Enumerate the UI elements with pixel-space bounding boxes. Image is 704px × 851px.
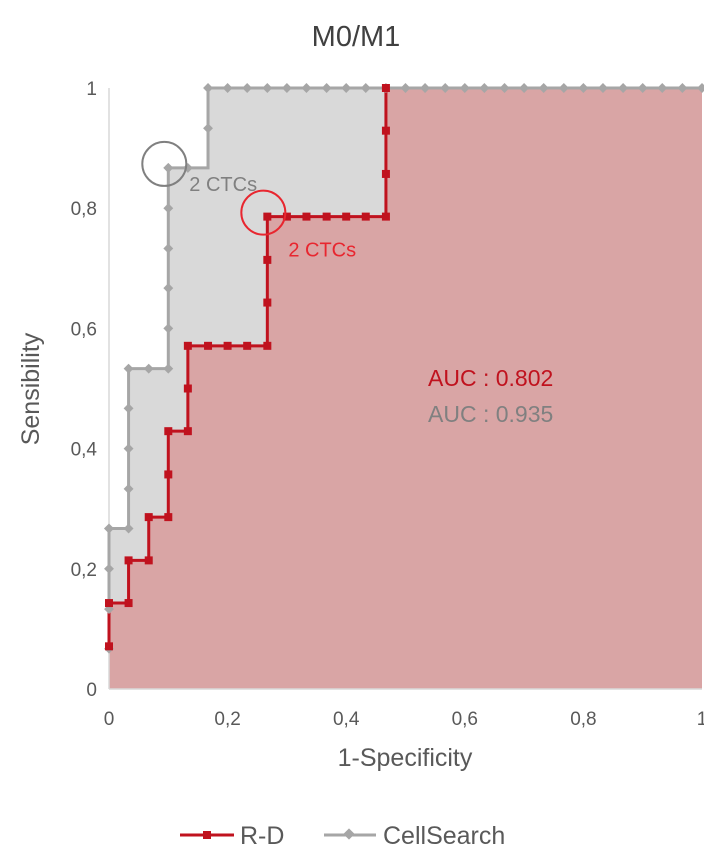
cellsearch-annotation-text: 2 CTCs <box>189 174 257 196</box>
rd-point <box>263 341 272 350</box>
rd-point <box>381 212 390 221</box>
rd-point <box>183 384 192 393</box>
x-tick-labels: 0 0,2 0,4 0,6 0,8 1 <box>104 709 704 730</box>
rd-point <box>361 212 370 221</box>
cellsearch-point <box>123 523 134 534</box>
cellsearch-point <box>618 83 629 93</box>
cellsearch-point <box>697 83 704 93</box>
rd-area <box>109 88 702 689</box>
x-tick-label: 1 <box>697 709 704 730</box>
rd-point <box>263 298 272 307</box>
cellsearch-point <box>163 203 174 214</box>
rd-point <box>381 169 390 178</box>
rd-point <box>124 556 133 565</box>
rd-point <box>322 212 331 221</box>
cellsearch-point <box>143 363 154 374</box>
cellsearch-point <box>163 363 174 374</box>
cellsearch-point <box>222 83 233 93</box>
rd-point <box>164 470 173 479</box>
cellsearch-point <box>677 83 688 93</box>
rd-point <box>342 212 351 221</box>
cellsearch-point <box>163 323 174 334</box>
cellsearch-point <box>163 243 174 254</box>
rd-point <box>204 341 213 350</box>
legend: R-D CellSearch <box>180 822 505 850</box>
cellsearch-point <box>578 83 589 93</box>
plot-area: 2 CTCs 2 CTCs <box>104 83 704 690</box>
x-tick-label: 0,6 <box>452 709 478 730</box>
rd-point <box>263 255 272 264</box>
rd-point <box>223 341 232 350</box>
legend-rd-label: R-D <box>240 822 284 850</box>
rd-point <box>243 341 252 350</box>
cellsearch-point <box>242 83 253 93</box>
cellsearch-point <box>104 563 114 574</box>
y-tick-label: 0,2 <box>71 560 97 581</box>
rd-point <box>302 212 311 221</box>
auc-cellsearch: AUC : 0.935 <box>428 401 553 427</box>
auc-rd: AUC : 0.802 <box>428 365 553 391</box>
cellsearch-annotation-circle <box>141 140 188 187</box>
rd-annotation-circle <box>240 189 287 236</box>
cellsearch-point <box>637 83 648 93</box>
y-tick-label: 1 <box>86 79 97 100</box>
auc-block: AUC : 0.802 AUC : 0.935 <box>428 365 553 427</box>
x-tick-label: 0,8 <box>570 709 596 730</box>
cellsearch-point <box>203 83 213 93</box>
rd-point <box>183 341 192 350</box>
cellsearch-point <box>657 83 668 93</box>
rd-point <box>124 599 133 608</box>
y-tick-label: 0,8 <box>71 199 97 220</box>
cellsearch-point <box>538 83 549 93</box>
x-tick-label: 0 <box>104 709 115 730</box>
x-tick-label: 0,4 <box>333 709 360 730</box>
rd-point <box>282 212 291 221</box>
rd-line <box>107 88 388 647</box>
cellsearch-point <box>598 83 608 93</box>
auc-cellsearch-value: 0.935 <box>496 401 554 427</box>
rd-point <box>105 599 113 608</box>
legend-item-cellsearch: CellSearch <box>324 822 505 850</box>
auc-rd-value: 0.802 <box>496 365 554 391</box>
cellsearch-point <box>104 523 114 534</box>
rd-point <box>164 513 173 522</box>
cellsearch-point <box>558 83 569 93</box>
y-tick-labels: 0 0,2 0,4 0,6 0,8 1 <box>71 79 98 701</box>
y-tick-label: 0,4 <box>71 440 98 461</box>
rd-point <box>144 513 153 522</box>
cellsearch-point <box>163 162 174 173</box>
rd-point <box>381 84 390 92</box>
rd-point <box>105 642 113 651</box>
rd-point <box>183 427 192 436</box>
legend-rd-marker <box>203 831 211 839</box>
rd-point <box>263 212 272 221</box>
chart-title: M0/M1 <box>312 21 401 53</box>
auc-cellsearch-label: AUC : <box>428 401 496 427</box>
cellsearch-point <box>519 83 530 93</box>
legend-cellsearch-label: CellSearch <box>383 822 505 850</box>
legend-cellsearch-marker <box>343 828 355 840</box>
cellsearch-point <box>163 283 174 294</box>
x-tick-label: 0,2 <box>214 709 240 730</box>
rd-annotation-text: 2 CTCs <box>288 240 356 262</box>
auc-rd-label: AUC : <box>428 365 496 391</box>
y-tick-label: 0 <box>86 680 97 701</box>
rd-point <box>381 126 390 135</box>
y-axis-label: Sensibility <box>17 332 45 445</box>
rd-point <box>144 556 153 565</box>
rd-point <box>164 427 173 436</box>
x-axis-label: 1-Specificity <box>338 744 473 772</box>
legend-item-rd: R-D <box>180 822 284 850</box>
cellsearch-point <box>203 123 213 134</box>
y-tick-label: 0,6 <box>71 319 97 340</box>
